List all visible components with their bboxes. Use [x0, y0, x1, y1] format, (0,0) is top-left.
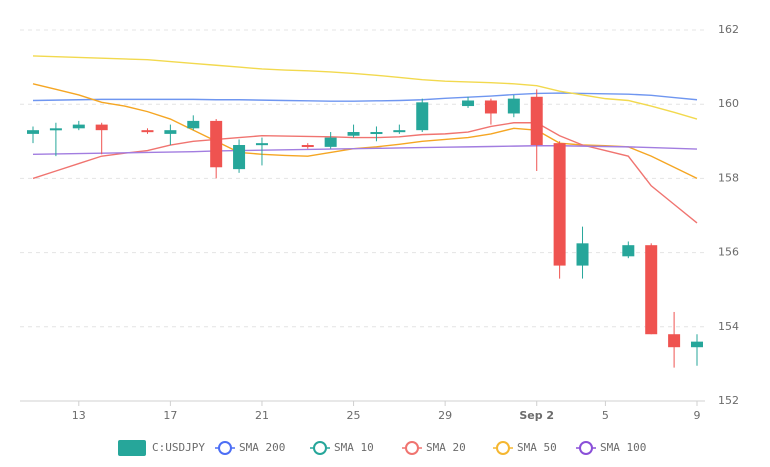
candle-body: [95, 124, 108, 131]
x-tick-label: 9: [694, 409, 701, 422]
candle-body: [645, 245, 658, 335]
candle-body: [462, 100, 475, 107]
legend-marker: [313, 441, 327, 455]
legend-marker: [579, 441, 593, 455]
candle-body: [484, 100, 497, 114]
candle-body: [233, 145, 246, 170]
legend-label: SMA 10: [334, 441, 374, 454]
legend-marker: [218, 441, 232, 455]
candle-body: [553, 143, 566, 266]
x-tick-label: 25: [347, 409, 361, 422]
legend-label: SMA 200: [239, 441, 285, 454]
candle-body: [164, 130, 177, 134]
candle-body: [72, 124, 85, 129]
y-tick-label: 160: [718, 97, 739, 110]
legend-label: SMA 100: [600, 441, 646, 454]
legend-swatch: [118, 440, 146, 456]
x-tick-label: Sep 2: [519, 409, 554, 422]
x-tick-label: 29: [438, 409, 452, 422]
x-tick-label: 5: [602, 409, 609, 422]
legend-label: SMA 50: [517, 441, 557, 454]
candle-body: [370, 132, 383, 135]
candle-body: [530, 96, 543, 146]
y-tick-label: 154: [718, 320, 739, 333]
candle-body: [255, 143, 268, 146]
sma-line: [32, 145, 698, 155]
candle-body: [141, 130, 154, 133]
y-tick-label: 156: [718, 246, 739, 259]
legend-marker: [405, 441, 419, 455]
candle-body: [347, 132, 360, 136]
legend-label: C:USDJPY: [152, 441, 205, 454]
y-tick-label: 158: [718, 171, 739, 184]
candle-body: [622, 245, 635, 257]
candle-body: [576, 243, 589, 266]
y-tick-label: 152: [718, 394, 739, 407]
candle-body: [324, 137, 337, 147]
legend-label: SMA 20: [426, 441, 466, 454]
sma-line: [32, 122, 698, 224]
candle-body: [691, 341, 703, 348]
legend-marker: [496, 441, 510, 455]
candle-body: [393, 130, 406, 133]
sma-line: [32, 83, 698, 180]
candle-body: [668, 334, 681, 348]
y-tick-label: 162: [718, 23, 739, 36]
candle-body: [301, 145, 314, 148]
candle-body: [187, 120, 200, 129]
candle-body: [416, 102, 429, 131]
sma-line: [32, 92, 698, 102]
x-tick-label: 21: [255, 409, 269, 422]
candle-body: [210, 120, 223, 168]
candle-body: [507, 98, 520, 114]
x-tick-label: 13: [72, 409, 86, 422]
candle-body: [49, 128, 62, 131]
candle-body: [27, 130, 39, 134]
x-tick-label: 17: [163, 409, 177, 422]
sma-line: [32, 55, 698, 120]
